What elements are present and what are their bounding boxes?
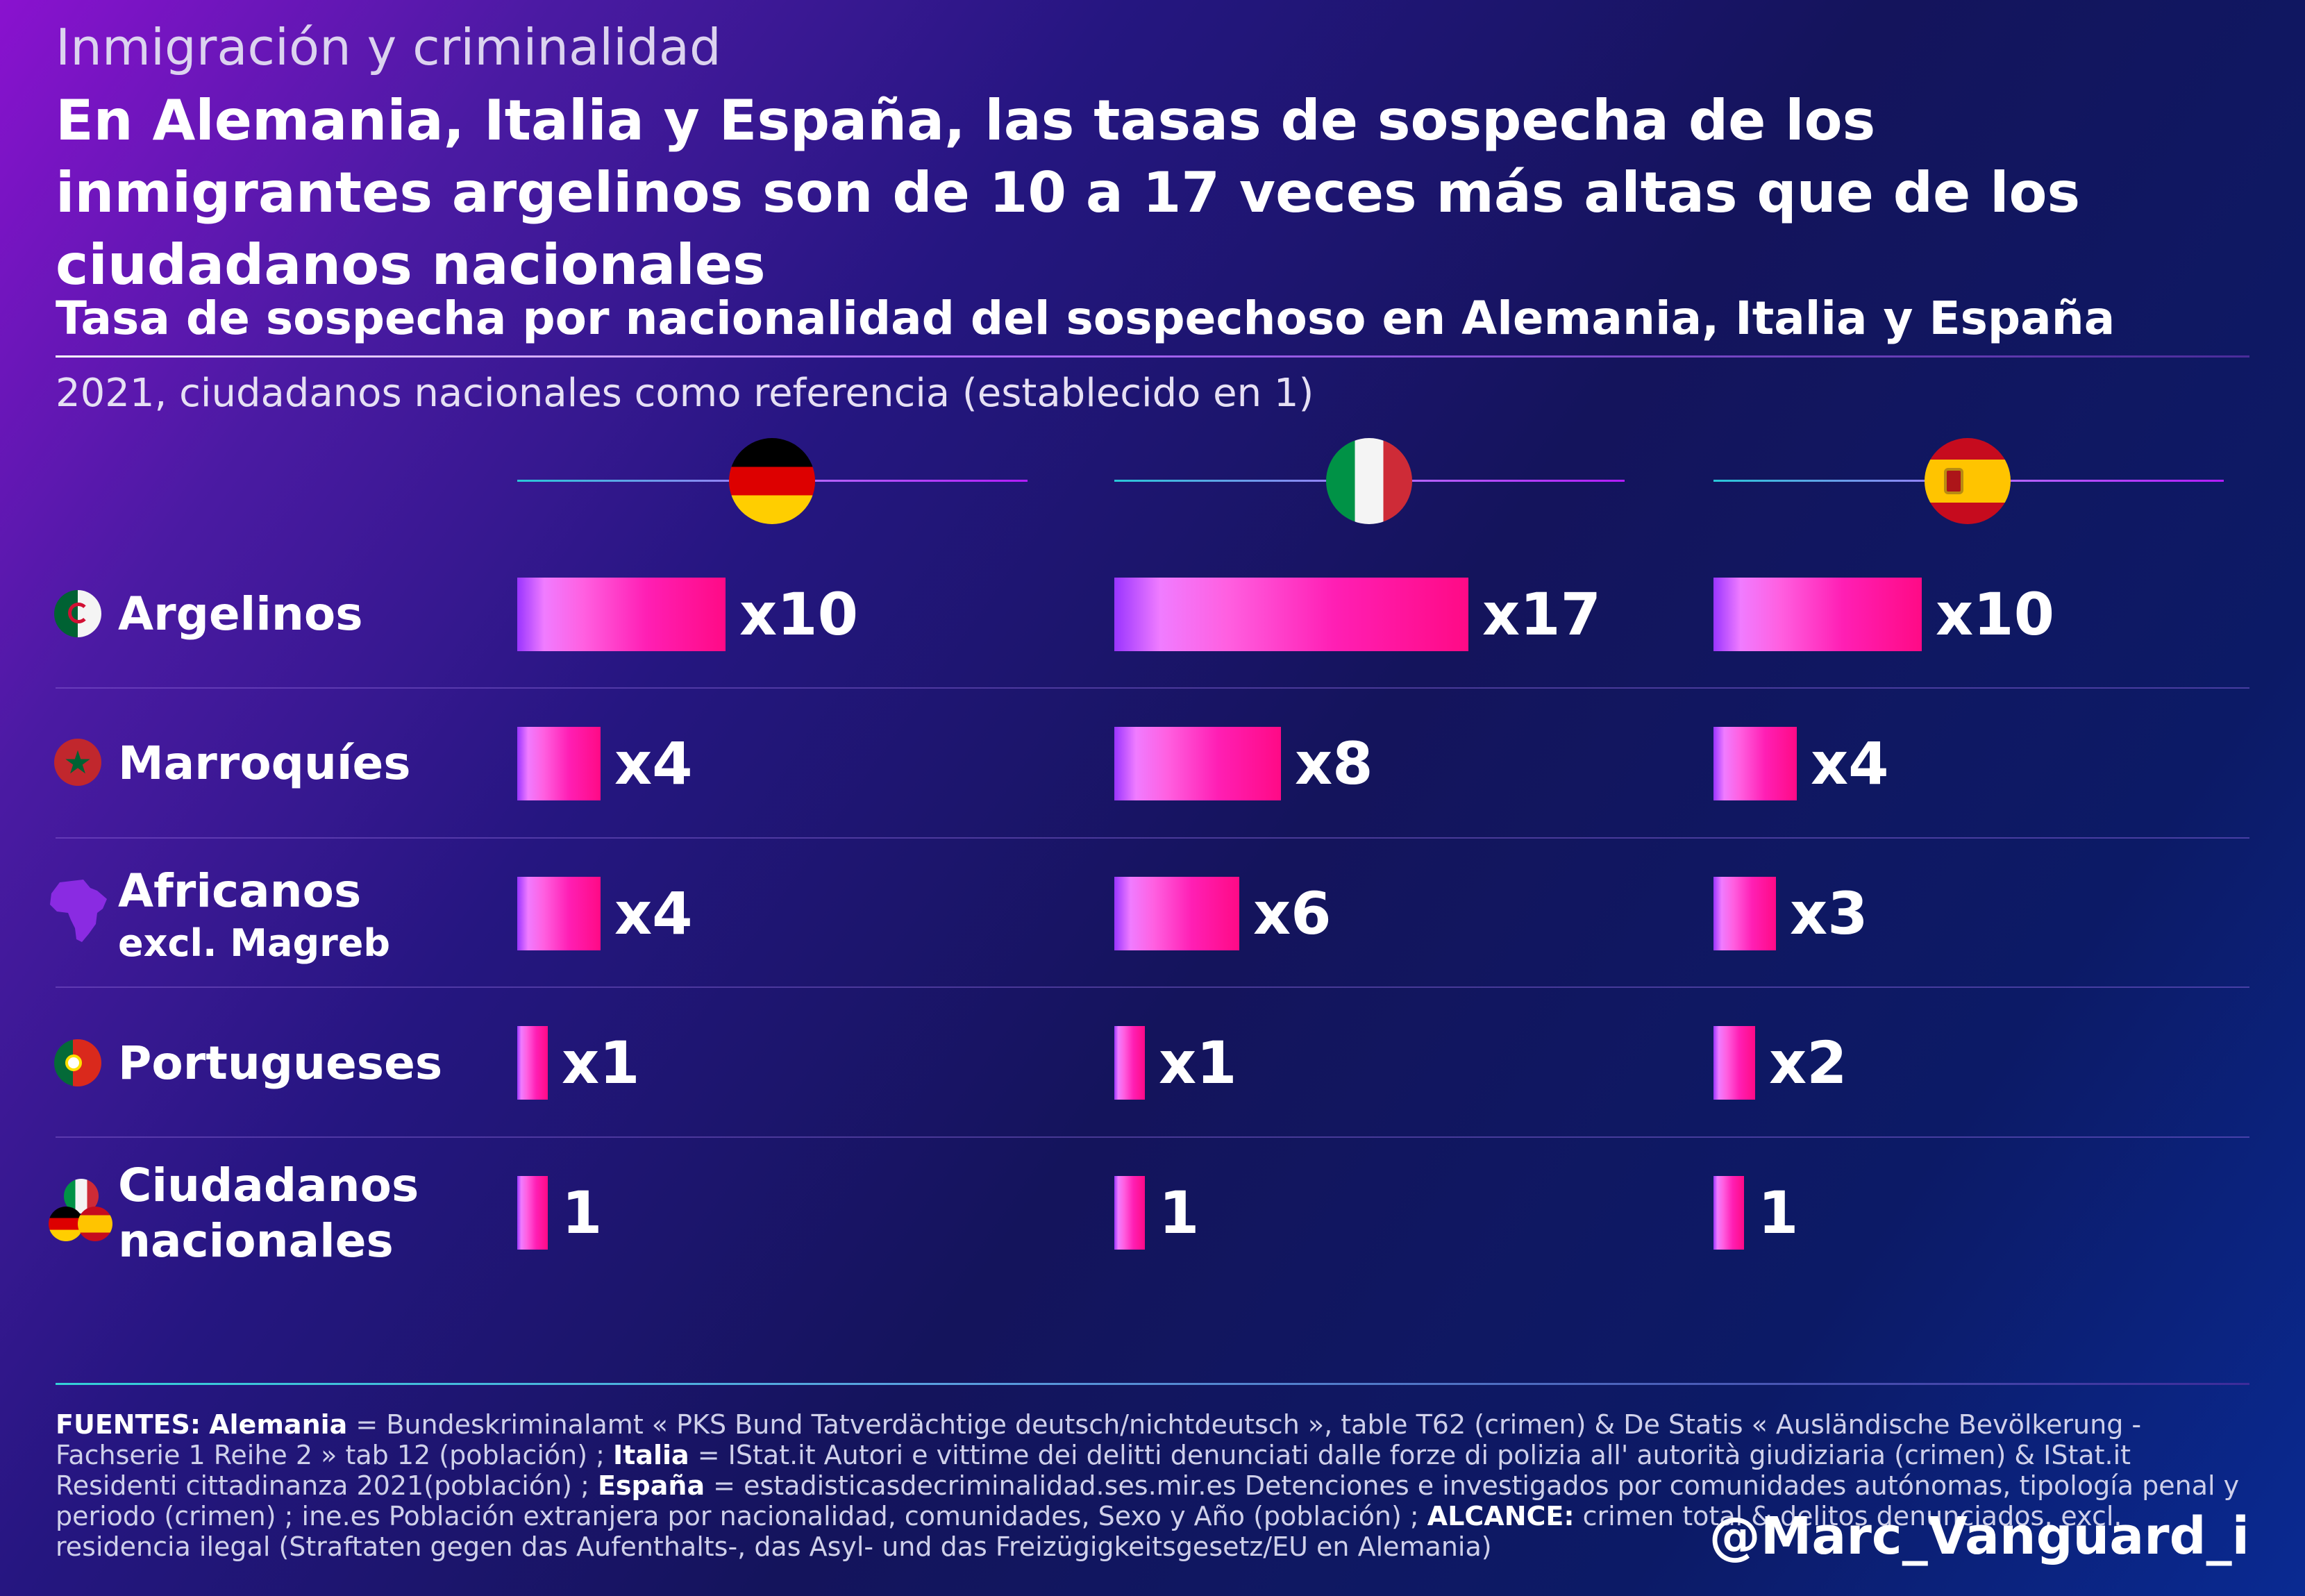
sources-scope-label: ALCANCE: <box>1427 1501 1575 1531</box>
bar-value-label: x17 <box>1482 580 1602 648</box>
category-label: Marroquíes <box>118 737 411 790</box>
author-handle: @Marc_Vanguard_i <box>1709 1506 2249 1566</box>
category-label-sub: excl. Magreb <box>118 921 391 965</box>
bar-value-label: 1 <box>562 1179 603 1247</box>
bar-value-label: 1 <box>1159 1179 1200 1247</box>
row-divider <box>56 1136 2249 1138</box>
footer-divider <box>56 1383 2249 1385</box>
portugal-flag-icon <box>54 1039 101 1086</box>
spain-flag-icon <box>1925 438 2011 524</box>
bar-value-label: x2 <box>1769 1029 1847 1097</box>
headline: En Alemania, Italia y España, las tasas … <box>56 88 2081 297</box>
bar <box>1114 727 1281 800</box>
sources-scope-text: crimen total & delitos denunciados, excl… <box>56 1501 2122 1562</box>
africa-map-icon <box>50 880 107 942</box>
italy-flag-icon <box>1326 438 1412 524</box>
sources-italy-text: = IStat.it Autori e vittime dei delitti … <box>56 1440 2131 1501</box>
sources-spain-text: = estadisticasdecriminalidad.ses.mir.es … <box>56 1470 2240 1531</box>
sources-germany-label: Alemania <box>209 1409 348 1440</box>
bar-value-label: x10 <box>739 580 859 648</box>
bar <box>1114 1026 1145 1100</box>
kicker: Inmigración y criminalidad <box>56 18 721 76</box>
bar <box>1713 578 1922 651</box>
germany-flag-icon <box>729 438 815 524</box>
bar <box>1713 1176 1744 1250</box>
bar <box>517 1176 548 1250</box>
bar-value-label: x1 <box>562 1029 640 1097</box>
bar-value-label: x1 <box>1159 1029 1237 1097</box>
national-flags-icon <box>49 1179 125 1255</box>
category-label: Portugueses <box>118 1036 443 1090</box>
bar <box>1713 1026 1755 1100</box>
category-label: Argelinos <box>118 587 363 641</box>
bar-value-label: x3 <box>1790 880 1868 948</box>
bar <box>517 727 601 800</box>
bar <box>517 877 601 950</box>
bar-value-label: 1 <box>1758 1179 1799 1247</box>
chart-title: Tasa de sospecha por nacionalidad del so… <box>56 292 2115 345</box>
sources-germany-text: = Bundeskriminalamt « PKS Bund Tatverdäc… <box>56 1409 2142 1470</box>
bar <box>1713 877 1776 950</box>
bar-value-label: x4 <box>614 880 693 948</box>
bar <box>1114 877 1239 950</box>
sources-spain-label: España <box>597 1470 705 1501</box>
bar <box>1114 578 1468 651</box>
bar-value-label: x4 <box>614 730 693 798</box>
category-label: Ciudadanos nacionales <box>118 1159 419 1268</box>
bar-value-label: x4 <box>1811 730 1889 798</box>
category-label: Africanos excl. Magreb <box>118 864 390 968</box>
bar <box>1713 727 1797 800</box>
morocco-flag-icon: ★ <box>54 739 101 786</box>
row-divider <box>56 687 2249 689</box>
bar-value-label: x10 <box>1936 580 2055 648</box>
bar-value-label: x8 <box>1295 730 1373 798</box>
sources-note: FUENTES: Alemania = Bundeskriminalamt « … <box>56 1409 2256 1562</box>
title-divider <box>56 355 2249 358</box>
sources-italy-label: Italia <box>613 1440 689 1470</box>
row-divider <box>56 986 2249 988</box>
chart-subtitle: 2021, ciudadanos nacionales como referen… <box>56 371 1314 416</box>
bar <box>1114 1176 1145 1250</box>
bar <box>517 578 726 651</box>
sources-prefix: FUENTES: <box>56 1409 201 1440</box>
row-divider <box>56 837 2249 839</box>
bar <box>517 1026 548 1100</box>
bar-value-label: x6 <box>1253 880 1332 948</box>
category-label-main: Africanos <box>118 864 362 918</box>
algeria-flag-icon <box>54 590 101 637</box>
